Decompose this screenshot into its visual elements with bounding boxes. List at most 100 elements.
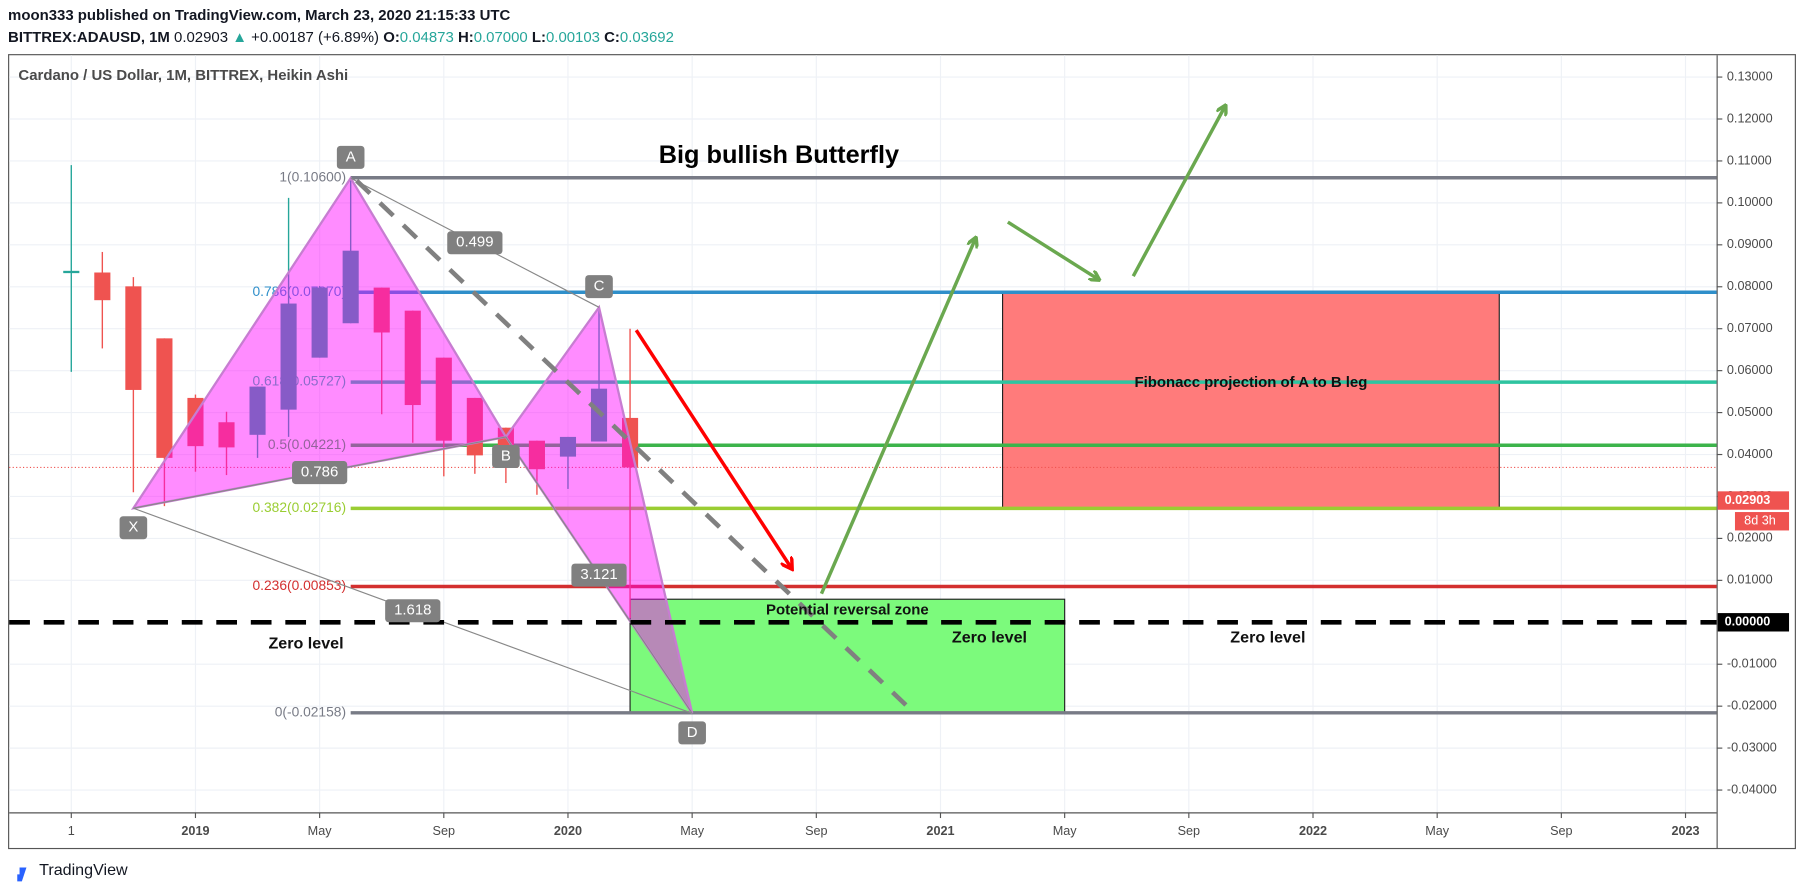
zone — [1002, 291, 1500, 509]
candle-body — [404, 310, 421, 406]
x-tick-label: Sep — [1550, 824, 1573, 838]
ohlc-key: O: — [383, 29, 400, 46]
y-tick-label: 0.13000 — [1727, 69, 1773, 83]
ratio-label: 0.499 — [456, 234, 493, 251]
y-tick-label: -0.04000 — [1727, 782, 1777, 796]
ohlc-value: 0.04873 — [400, 29, 454, 46]
x-tick-label: 2023 — [1671, 824, 1699, 838]
y-tick-label: 0.07000 — [1727, 321, 1773, 335]
ratio-label: 3.121 — [580, 566, 617, 583]
x-tick-label: 2022 — [1299, 824, 1327, 838]
ohlc-value: 0.07000 — [474, 29, 528, 46]
chart-title: Big bullish Butterfly — [659, 141, 899, 169]
zones — [629, 291, 1500, 714]
y-tick-label: 0.12000 — [1727, 111, 1773, 125]
candle-body — [156, 338, 173, 458]
point-box — [336, 145, 365, 169]
symbol-line: BITTREX:ADAUSD, 1M 0.02903 ▲ +0.00187 (+… — [8, 29, 674, 46]
point-label: X — [128, 519, 138, 536]
pattern-triangle — [504, 304, 694, 714]
countdown: 8d 3h — [1744, 514, 1776, 528]
fib-label: 0.382(0.02716) — [252, 500, 346, 515]
zone-label: Potential reversal zone — [766, 602, 929, 619]
y-tick-label: -0.01000 — [1727, 657, 1777, 671]
candle-body — [559, 436, 577, 457]
zero-label: Zero level — [268, 634, 343, 652]
fib-label: 0.618(0.05727) — [252, 374, 346, 389]
candle-body — [342, 250, 359, 324]
legend: Cardano / US Dollar, 1M, BITTREX, Heikin… — [18, 67, 348, 84]
y-tick-label: 0.05000 — [1727, 405, 1773, 419]
ohlc-value: 0.00103 — [546, 29, 600, 46]
point-box — [492, 444, 520, 468]
candle-body — [187, 397, 204, 447]
x-tick-label: May — [1425, 824, 1450, 838]
y-tick-label: 0.02000 — [1727, 531, 1773, 545]
fib-label: 0.236(0.00853) — [252, 578, 346, 593]
x-tick-label: May — [308, 824, 333, 838]
candle-body — [218, 422, 235, 448]
x-tick-label: 1 — [68, 824, 75, 838]
y-tick-label: 0.10000 — [1727, 195, 1773, 209]
green-arrow — [819, 238, 975, 595]
fib-levels: 1(0.10600)0.786(0.07870)0.618(0.05727)0.… — [9, 169, 1717, 719]
point-label: C — [594, 278, 605, 295]
green-arrow — [1131, 106, 1225, 277]
x-tick-label: May — [1053, 824, 1078, 838]
candle-body — [280, 303, 297, 410]
x-tick-label: Sep — [1178, 824, 1201, 838]
candle-body — [373, 287, 390, 333]
price-tag-label: 0.02903 — [1725, 493, 1771, 507]
zero-label: Zero level — [1230, 629, 1305, 647]
change: +0.00187 (+6.89%) — [251, 29, 379, 46]
x-tick-label: 2019 — [181, 824, 209, 838]
ratio-box — [571, 563, 627, 587]
x-tick-label: Sep — [433, 824, 456, 838]
fib-label: 1(0.10600) — [279, 169, 346, 184]
zone-label: Fibonacc projection of A to B leg — [1134, 374, 1367, 391]
footer: TradingView — [8, 861, 128, 882]
candle-body — [125, 286, 142, 390]
ratio-box — [385, 599, 441, 623]
y-tick-label: 0.06000 — [1727, 363, 1773, 377]
price-tag — [1717, 491, 1790, 510]
drawings — [355, 106, 1226, 716]
red-arrow — [634, 329, 791, 568]
candle-body — [435, 357, 452, 441]
y-tick-label: 0.11000 — [1727, 153, 1772, 167]
x-tick-label: 2020 — [554, 824, 582, 838]
ratio-label: 1.618 — [394, 602, 431, 619]
ratio-box — [292, 461, 348, 485]
symbol: BITTREX:ADAUSD, 1M — [8, 29, 170, 46]
ratio-box — [447, 231, 503, 255]
overlay: Potential reversal zone Fibonacc projecti… — [9, 145, 1790, 745]
countdown-box — [1734, 512, 1790, 531]
ohlc-value: 0.03692 — [620, 29, 674, 46]
x-tick-label: Sep — [805, 824, 827, 838]
point-box — [119, 516, 148, 540]
logo — [8, 867, 27, 882]
y-tick-label: -0.03000 — [1727, 740, 1777, 754]
green-arrow — [1006, 220, 1099, 280]
point-label: D — [687, 724, 698, 741]
ohlc-key: L: — [532, 29, 546, 46]
y-tick-label: 0.09000 — [1727, 237, 1773, 251]
candle-body — [249, 386, 266, 435]
point-box — [585, 275, 613, 299]
point-box — [678, 721, 706, 745]
change-arrow: ▲ — [232, 29, 247, 46]
pattern-triangle — [130, 175, 508, 510]
fib-label: 0(-0.02158) — [275, 704, 346, 719]
candle-body — [63, 270, 80, 274]
candle-body — [94, 272, 111, 301]
ohlc-key: C: — [604, 29, 620, 46]
y-tick-label: 0.04000 — [1727, 447, 1773, 461]
fib-label: 0.5(0.04221) — [268, 437, 346, 452]
y-tick-label: -0.02000 — [1727, 699, 1777, 713]
ohlc-key: H: — [458, 29, 474, 46]
price-tag-label: 0.00000 — [1725, 615, 1771, 629]
price-tag — [1717, 613, 1790, 632]
point-label: B — [501, 447, 511, 464]
x-tick-label: 2021 — [926, 824, 954, 838]
